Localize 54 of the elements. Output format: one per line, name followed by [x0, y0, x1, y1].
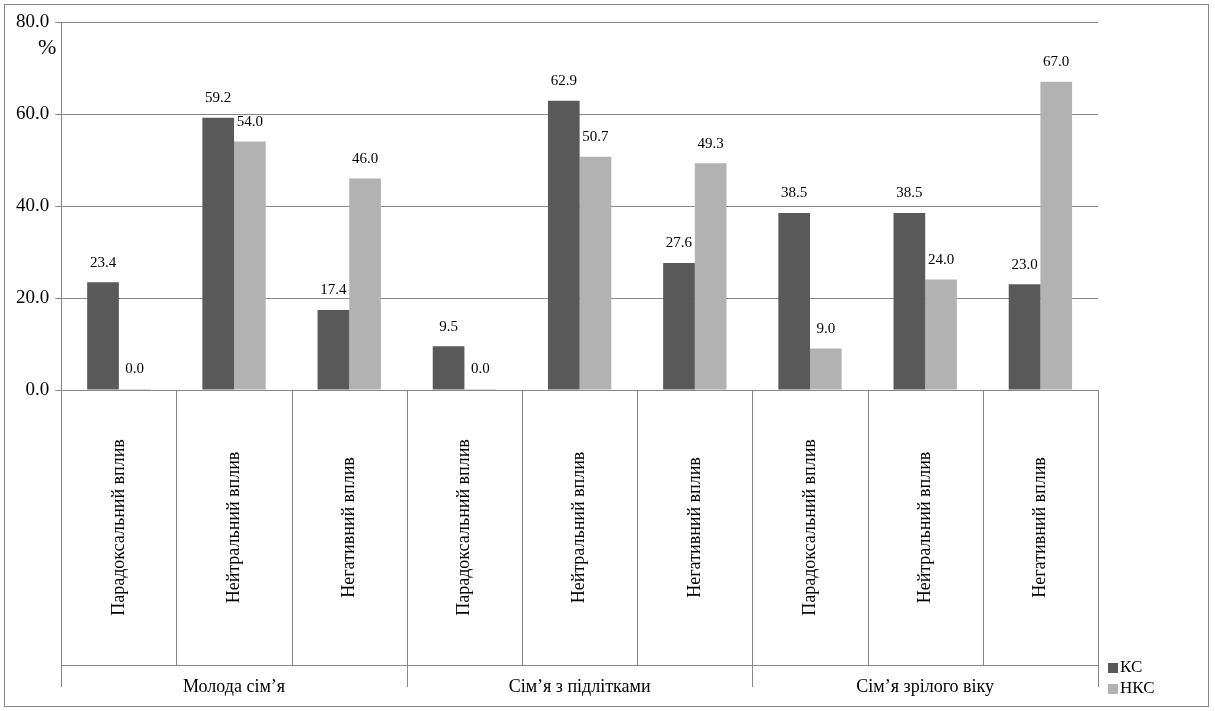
- text: Молода сім’я: [182, 675, 286, 696]
- data-label: 9.0: [816, 320, 836, 337]
- data-label: 23.0: [1011, 255, 1038, 272]
- x-tick-label: Негативний вплив: [337, 457, 358, 598]
- bar: [893, 212, 926, 390]
- x-tick-label: Негативний вплив: [683, 457, 704, 598]
- data-label: 9.5: [439, 317, 458, 334]
- bar: [810, 348, 842, 390]
- data-label: 62.9: [550, 72, 577, 89]
- bar: [1008, 284, 1041, 390]
- text: Сім’я зрілого віку: [856, 675, 995, 696]
- x-tick-label: Нейтральний вплив: [913, 451, 934, 604]
- y-tick-label: 80.0: [16, 9, 50, 31]
- legend-label: НКС: [1120, 678, 1155, 698]
- text: Сім’я з підлітками: [508, 675, 651, 696]
- x-tick-label: Негативний вплив: [1029, 457, 1050, 598]
- y-axis-title: %: [38, 33, 57, 59]
- bar: [432, 346, 465, 390]
- x-tick-label: Парадоксальний вплив: [798, 439, 819, 616]
- bar: [234, 141, 266, 390]
- y-tick-label: 0.0: [25, 377, 50, 399]
- data-label: 54.0: [236, 113, 264, 130]
- data-label: 38.5: [896, 184, 923, 201]
- y-tick-label: 20.0: [16, 285, 50, 307]
- data-label: 59.2: [205, 89, 232, 106]
- data-label: 27.6: [665, 234, 693, 251]
- data-label: 67.0: [1043, 53, 1070, 70]
- x-tick-label: Нейтральний вплив: [568, 451, 589, 604]
- y-tick-label: 40.0: [16, 193, 50, 215]
- data-label: 46.0: [351, 149, 379, 166]
- y-tick-label: 60.0: [16, 101, 50, 123]
- bar: [694, 163, 727, 390]
- data-label: 50.7: [582, 128, 610, 145]
- x-tick-label: Парадоксальний вплив: [107, 439, 128, 616]
- x-tick-label: Нейтральний вплив: [222, 451, 243, 604]
- bar: [1040, 81, 1073, 390]
- data-label: 0.0: [125, 360, 145, 377]
- bar: [579, 156, 612, 390]
- bar: [349, 178, 381, 390]
- data-label: 0.0: [470, 360, 490, 377]
- bar: [663, 263, 695, 390]
- bar: [317, 309, 350, 390]
- data-label: 24.0: [927, 251, 955, 268]
- bar: [87, 282, 119, 390]
- data-label: 17.4: [320, 281, 348, 298]
- data-label: 49.3: [697, 134, 724, 151]
- x-tick-label: Парадоксальний вплив: [453, 439, 474, 616]
- data-label: 23.4: [89, 253, 117, 270]
- bar: [547, 100, 580, 390]
- bar: [202, 117, 235, 390]
- bar: [778, 212, 811, 390]
- bar: [925, 279, 957, 390]
- legend-label: КС: [1120, 657, 1143, 677]
- data-label: 38.5: [781, 184, 808, 201]
